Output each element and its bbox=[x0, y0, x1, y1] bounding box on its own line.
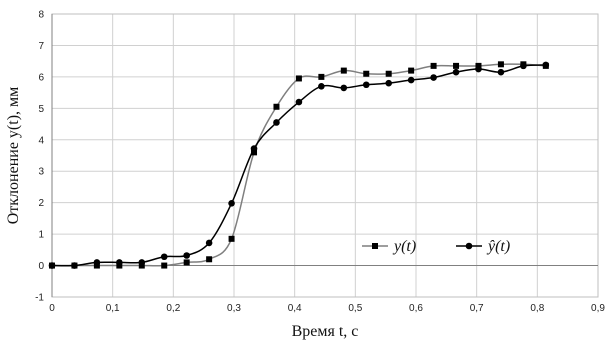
circle-data-point bbox=[295, 98, 303, 106]
circle-data-point bbox=[93, 259, 101, 266]
x-tick-label: 0,6 bbox=[409, 303, 423, 314]
x-tick-label: 0,2 bbox=[166, 303, 180, 314]
series-2 bbox=[48, 61, 550, 269]
y-tick-label: 1 bbox=[38, 230, 44, 241]
circle-data-point bbox=[385, 79, 393, 87]
y-tick-label: 2 bbox=[38, 198, 44, 209]
square-data-point bbox=[318, 73, 325, 80]
circle-data-point bbox=[542, 61, 550, 69]
x-tick-label: 0,8 bbox=[530, 303, 544, 314]
square-data-point bbox=[385, 70, 392, 77]
y-tick-label: 3 bbox=[38, 167, 44, 178]
y-tick-label: 4 bbox=[38, 135, 44, 146]
square-data-point bbox=[453, 62, 460, 69]
x-tick-label: 0,9 bbox=[591, 303, 605, 314]
circle-data-point bbox=[138, 259, 146, 266]
square-data-point bbox=[161, 262, 168, 269]
series-group bbox=[48, 61, 550, 269]
x-tick-label: 0,1 bbox=[106, 303, 120, 314]
circle-data-point bbox=[48, 262, 56, 269]
y-tick-label: 8 bbox=[38, 10, 44, 21]
series-line bbox=[52, 63, 546, 267]
circle-data-point bbox=[205, 239, 213, 247]
circle-data-point bbox=[340, 84, 348, 92]
legend-item-1: y(t) bbox=[362, 238, 416, 255]
circle-data-point bbox=[228, 199, 235, 207]
legend: y(t) ŷ(t) bbox=[362, 238, 510, 255]
x-tick-label: 0,5 bbox=[348, 303, 362, 314]
circle-data-point bbox=[520, 62, 527, 70]
y-axis-title: Отклонение y(t), мм bbox=[5, 87, 22, 225]
square-data-point bbox=[183, 259, 190, 266]
square-data-point bbox=[408, 67, 415, 74]
square-data-point bbox=[228, 235, 235, 242]
circle-data-point bbox=[452, 68, 460, 76]
circle-data-point bbox=[273, 119, 280, 126]
circle-data-point bbox=[475, 65, 482, 73]
x-tick-label: 0,7 bbox=[470, 303, 484, 314]
square-data-point bbox=[251, 149, 258, 156]
legend-circle-marker bbox=[465, 242, 473, 250]
circle-data-point bbox=[183, 252, 190, 259]
circle-data-point bbox=[116, 259, 123, 266]
square-data-point bbox=[340, 67, 347, 74]
y-tick-label: 0 bbox=[38, 261, 44, 272]
grid-lines bbox=[51, 13, 599, 298]
x-tick-label: 0,4 bbox=[288, 303, 302, 314]
plot-frame bbox=[51, 13, 599, 298]
y-tick-labels: -1 0 1 2 3 4 5 6 7 8 bbox=[35, 10, 44, 304]
circle-data-point bbox=[250, 145, 258, 152]
legend-label: ŷ(t) bbox=[486, 238, 510, 255]
circle-data-point bbox=[160, 253, 168, 261]
y-tick-label: 6 bbox=[38, 72, 44, 83]
square-data-point bbox=[363, 70, 370, 77]
y-tick-label: -1 bbox=[35, 293, 44, 304]
series-1 bbox=[49, 61, 549, 269]
square-data-point bbox=[295, 75, 302, 82]
circle-data-point bbox=[497, 68, 505, 76]
square-data-point bbox=[273, 103, 280, 110]
circle-data-point bbox=[407, 76, 415, 84]
legend-item-2: ŷ(t) bbox=[456, 238, 510, 255]
circle-data-point bbox=[71, 262, 78, 269]
square-data-point bbox=[430, 62, 437, 69]
y-tick-label: 7 bbox=[38, 41, 44, 52]
x-tick-label: 0,3 bbox=[227, 303, 241, 314]
y-tick-label: 5 bbox=[38, 104, 44, 115]
square-data-point bbox=[206, 256, 213, 263]
legend-label: y(t) bbox=[392, 238, 416, 255]
x-tick-labels: 0 0,1 0,2 0,3 0,4 0,5 0,6 0,7 0,8 0,9 bbox=[49, 303, 605, 314]
axes bbox=[51, 13, 599, 298]
circle-data-point bbox=[430, 74, 437, 81]
circle-data-point bbox=[362, 81, 370, 89]
square-data-point bbox=[497, 61, 504, 68]
series-line bbox=[51, 64, 546, 267]
x-axis-title: Время t, с bbox=[292, 323, 359, 340]
circle-data-point bbox=[318, 83, 325, 90]
x-tick-label: 0 bbox=[49, 303, 55, 314]
legend-square-marker bbox=[372, 243, 378, 249]
